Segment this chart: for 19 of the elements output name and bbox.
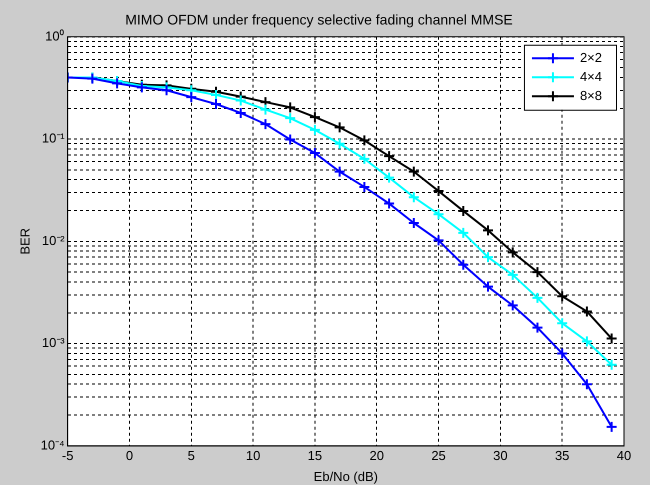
y-axis-title: BER [17,228,32,255]
x-tick-label: 0 [126,448,134,464]
legend-label: 4×4 [580,68,602,84]
legend-label: 2×2 [580,50,602,65]
x-tick-label: 15 [308,448,322,464]
x-tick-label: 25 [431,448,446,464]
y-tick-label: 10⁻¹ [42,130,66,146]
x-tick-label: 30 [493,448,508,464]
x-tick-label: 5 [188,448,195,464]
y-tick-label: 10⁻² [42,232,66,248]
y-tick-label: 10⁻³ [42,335,66,350]
x-tick-label: 20 [369,448,384,464]
chart-title: MIMO OFDM under frequency selective fading channel MMSE [125,11,513,28]
x-tick-label: 40 [616,448,632,464]
x-axis-title: Eb/No (dB) [314,468,378,484]
y-tick-label: 10⁰ [45,28,65,44]
x-tick-label: 10 [246,448,260,464]
x-tick-label: 35 [554,448,570,464]
legend-label: 8×8 [580,88,602,103]
